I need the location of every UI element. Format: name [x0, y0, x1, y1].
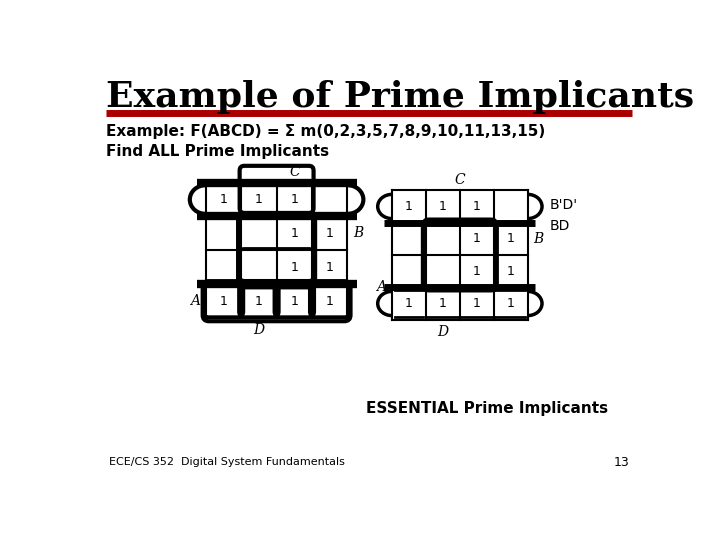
- Text: B: B: [534, 232, 544, 246]
- Text: 1: 1: [473, 265, 481, 278]
- Text: 1: 1: [255, 193, 263, 206]
- Text: A: A: [377, 280, 387, 294]
- Text: 1: 1: [325, 227, 333, 240]
- Text: 13: 13: [613, 456, 629, 469]
- Text: 1: 1: [325, 261, 333, 274]
- Text: 1: 1: [290, 261, 298, 274]
- Text: 1: 1: [290, 227, 298, 240]
- Text: BD: BD: [549, 219, 570, 233]
- Text: Example of Prime Implicants: Example of Prime Implicants: [106, 80, 694, 114]
- Text: C: C: [289, 165, 300, 179]
- Text: Example: F(ABCD) = Σ m(0,2,3,5,7,8,9,10,11,13,15): Example: F(ABCD) = Σ m(0,2,3,5,7,8,9,10,…: [106, 124, 545, 139]
- Text: 1: 1: [290, 295, 298, 308]
- Text: D: D: [253, 323, 264, 338]
- Text: 1: 1: [507, 265, 515, 278]
- Text: D: D: [437, 325, 449, 339]
- Text: 1: 1: [325, 295, 333, 308]
- Text: ESSENTIAL Prime Implicants: ESSENTIAL Prime Implicants: [366, 402, 608, 416]
- Text: B: B: [353, 226, 364, 240]
- Text: 1: 1: [507, 297, 515, 310]
- Text: 1: 1: [290, 193, 298, 206]
- Text: 1: 1: [405, 200, 413, 213]
- Text: ECE/CS 352  Digital System Fundamentals: ECE/CS 352 Digital System Fundamentals: [109, 457, 345, 467]
- Text: 1: 1: [439, 200, 447, 213]
- Text: C: C: [454, 173, 465, 186]
- Text: 1: 1: [255, 295, 263, 308]
- Text: B'D': B'D': [549, 198, 577, 212]
- Text: 1: 1: [473, 200, 481, 213]
- Text: 1: 1: [405, 297, 413, 310]
- Text: 1: 1: [439, 297, 447, 310]
- Text: 1: 1: [220, 295, 228, 308]
- Text: 1: 1: [473, 232, 481, 245]
- Text: A: A: [190, 294, 200, 308]
- Text: 1: 1: [220, 193, 228, 206]
- Text: 1: 1: [507, 232, 515, 245]
- Text: 1: 1: [473, 297, 481, 310]
- Text: Find ALL Prime Implicants: Find ALL Prime Implicants: [106, 144, 329, 159]
